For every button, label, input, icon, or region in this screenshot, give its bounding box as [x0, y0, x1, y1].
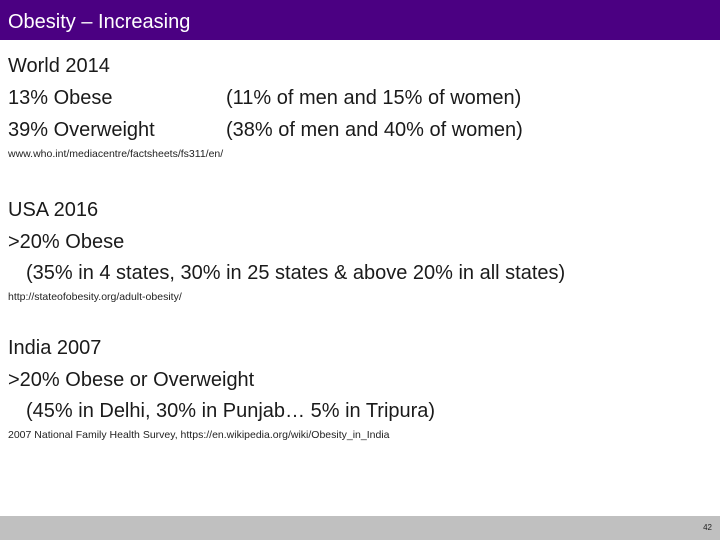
footer-bar: 42: [0, 516, 720, 540]
world-obese-label: 13% Obese: [8, 87, 113, 109]
usa-heading: USA 2016: [8, 199, 99, 221]
usa-source-link[interactable]: http://stateofobesity.org/adult-obesity/: [8, 291, 182, 303]
title-bar: Obesity – Increasing: [0, 0, 720, 40]
slide-content: World 2014 13% Obese (11% of men and 15%…: [0, 40, 720, 516]
world-overweight-label: 39% Overweight: [8, 119, 155, 141]
world-overweight-detail: (38% of men and 40% of women): [226, 119, 523, 141]
india-heading: India 2007: [8, 337, 102, 359]
page-number: 42: [703, 523, 712, 532]
world-heading: World 2014: [8, 55, 110, 77]
india-stat: >20% Obese or Overweight: [8, 369, 255, 391]
usa-detail: (35% in 4 states, 30% in 25 states & abo…: [26, 262, 566, 284]
usa-stat: >20% Obese: [8, 231, 125, 253]
world-obese-detail: (11% of men and 15% of women): [226, 87, 522, 109]
india-detail: (45% in Delhi, 30% in Punjab… 5% in Trip…: [26, 400, 436, 422]
slide-title: Obesity – Increasing: [8, 11, 191, 33]
world-source-link[interactable]: www.who.int/mediacentre/factsheets/fs311…: [8, 148, 224, 160]
india-source-link[interactable]: 2007 National Family Health Survey, http…: [8, 429, 390, 441]
